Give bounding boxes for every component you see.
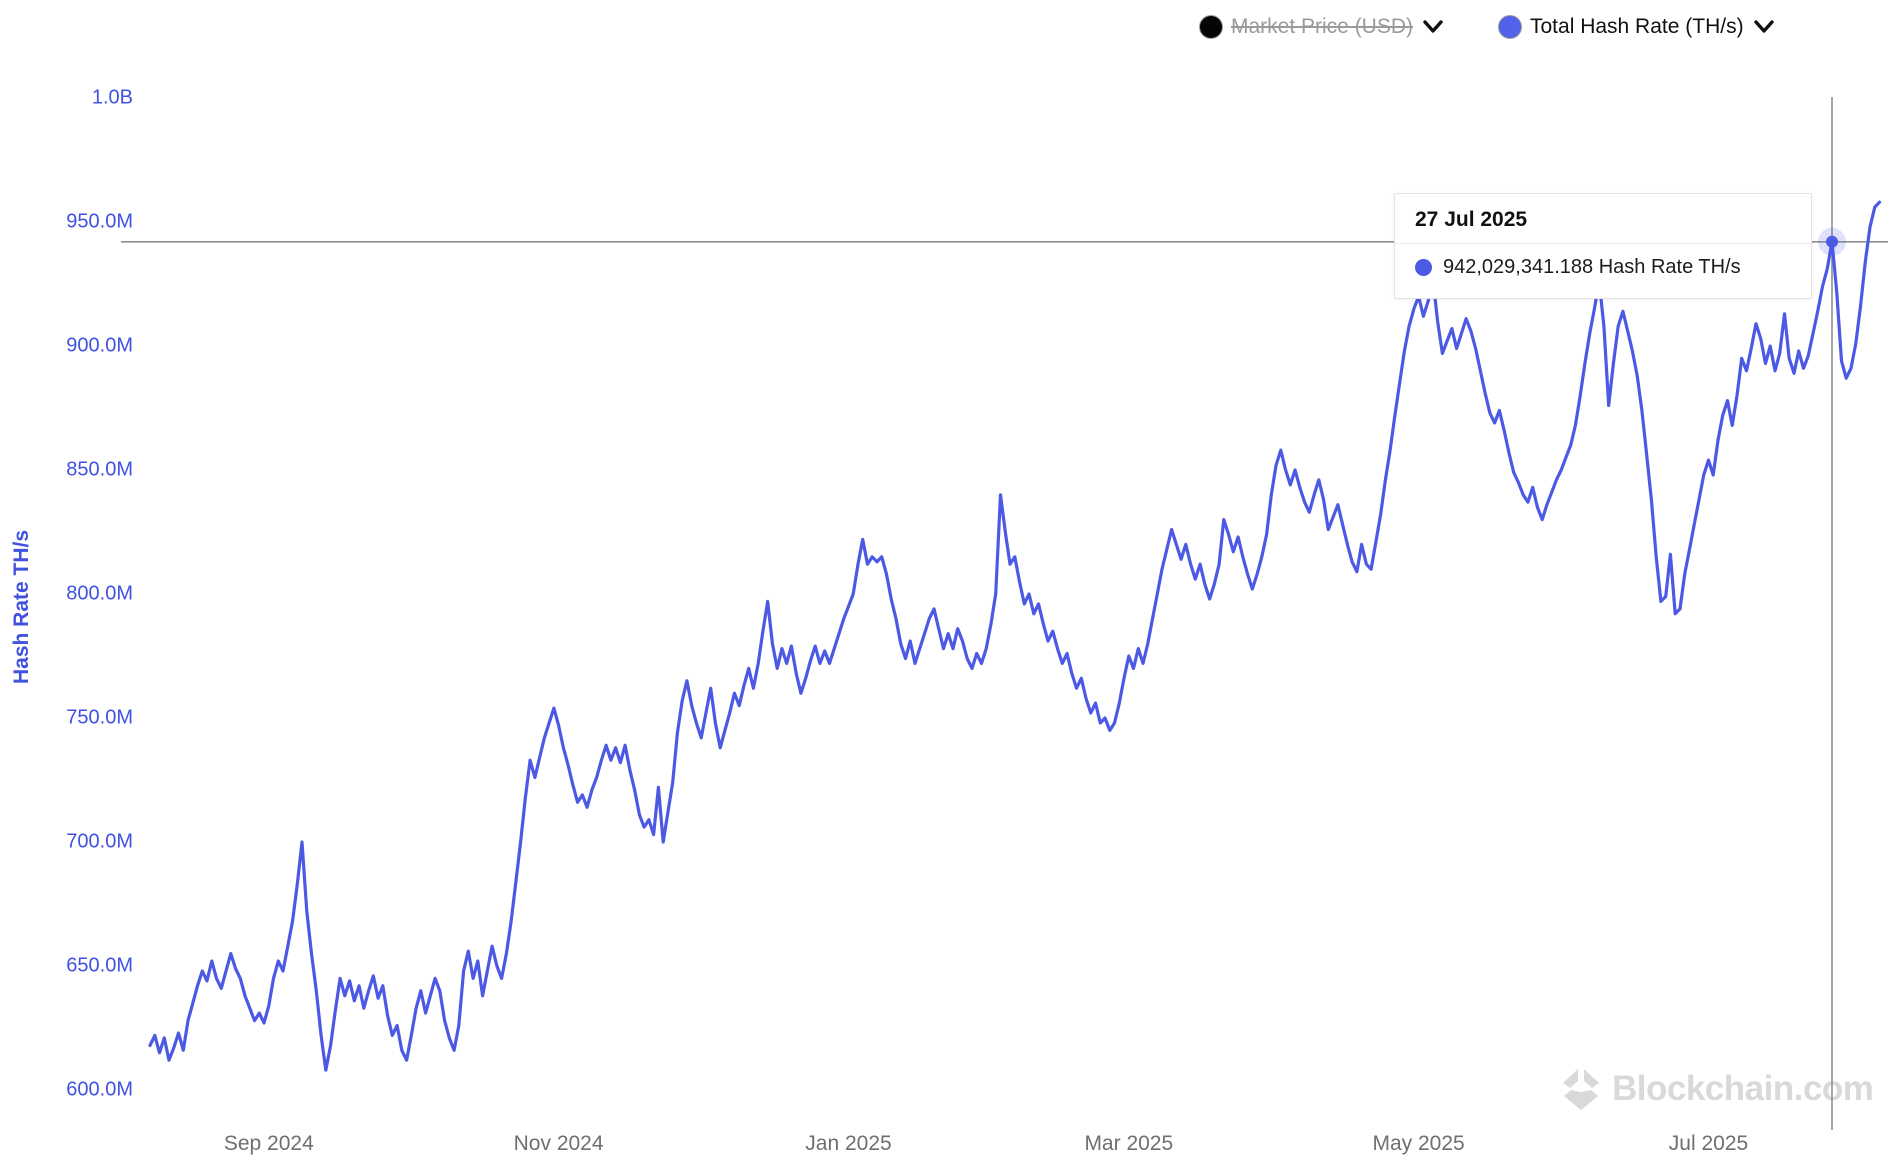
market-price-marker-icon [1200, 16, 1222, 38]
y-axis-tick-label: 750.0M [66, 706, 133, 729]
y-axis-tick-label: 650.0M [66, 954, 133, 977]
tooltip-value: 942,029,341.188 Hash Rate TH/s [1443, 256, 1741, 278]
x-axis-tick-label: May 2025 [1372, 1132, 1465, 1155]
x-axis-tick-label: Jul 2025 [1668, 1132, 1749, 1155]
y-axis-tick-label: 900.0M [66, 334, 133, 357]
y-axis-tick-label: 850.0M [66, 458, 133, 481]
x-axis-tick-label: Mar 2025 [1084, 1132, 1174, 1155]
tooltip-date: 27 Jul 2025 [1395, 194, 1811, 244]
hovered-point-dot [1825, 235, 1838, 248]
legend-item-market-price[interactable]: Market Price (USD) [1200, 15, 1443, 39]
legend-item-total-hash-rate[interactable]: Total Hash Rate (TH/s) [1499, 15, 1774, 39]
chevron-down-icon[interactable] [1753, 20, 1774, 34]
y-axis-tick-label: 950.0M [66, 210, 133, 233]
total-hash-rate-marker-icon [1499, 16, 1521, 38]
y-axis-tick-label: 600.0M [66, 1078, 133, 1101]
legend-label-market-price: Market Price (USD) [1231, 15, 1414, 38]
y-axis-tick-label: 1.0B [91, 86, 133, 109]
watermark: Blockchain.com [1560, 1066, 1874, 1112]
x-axis-tick-label: Jan 2025 [805, 1132, 892, 1155]
hashrate-line-series [148, 200, 1882, 1072]
y-axis-tick-label: 800.0M [66, 582, 133, 605]
y-axis-tick-label: 700.0M [66, 830, 133, 853]
blockchain-logo-icon [1563, 1069, 1599, 1110]
x-axis-tick-label: Nov 2024 [513, 1132, 604, 1155]
tooltip-series-marker-icon [1415, 259, 1432, 276]
legend-label-total-hash-rate: Total Hash Rate (TH/s) [1530, 15, 1744, 38]
tooltip: 27 Jul 2025 942,029,341.188 Hash Rate TH… [1394, 193, 1812, 299]
watermark-text: Blockchain.com [1612, 1069, 1874, 1108]
x-axis-tick-label: Sep 2024 [223, 1132, 314, 1155]
chevron-down-icon[interactable] [1423, 20, 1443, 34]
y-axis-title: Hash Rate TH/s [10, 529, 33, 685]
